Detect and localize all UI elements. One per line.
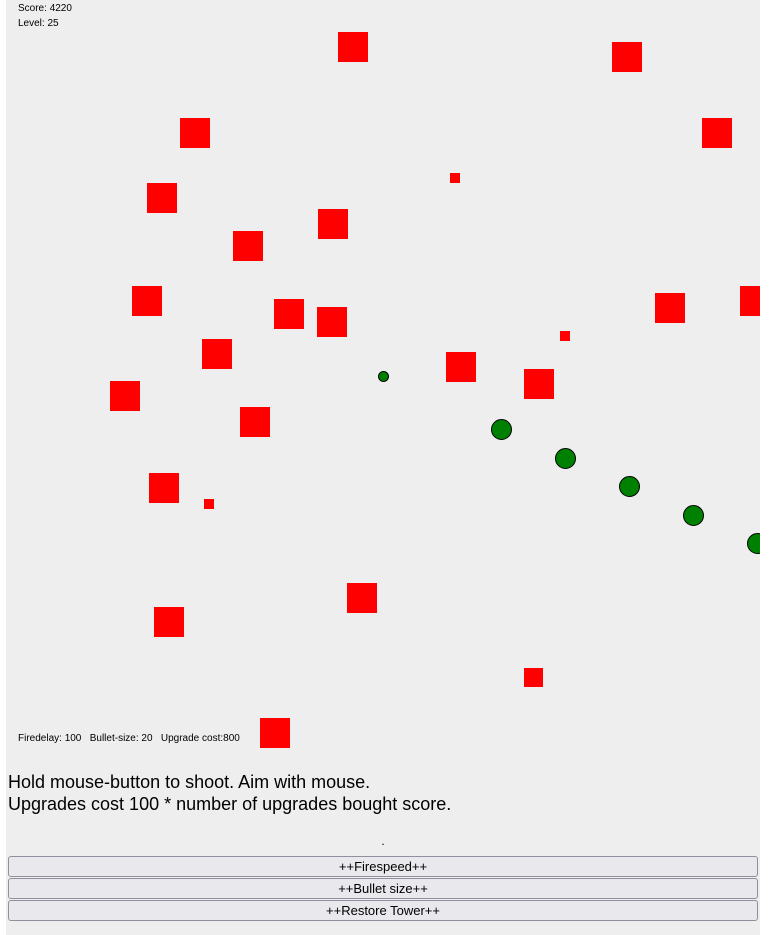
bullet [555,448,576,469]
score-value: 4220 [49,3,72,14]
enemy-square [260,718,290,748]
enemy-square [233,231,263,261]
enemy-square [450,173,460,183]
upgrade-cost-value: 800 [223,733,240,744]
enemy-square [154,607,184,637]
instructions-line-2: Upgrades cost 100 * number of upgrades b… [8,794,452,814]
bullet-size-upgrade-button[interactable]: ++Bullet size++ [8,878,758,899]
enemy-square [347,583,377,613]
enemy-square [149,473,179,503]
enemy-square [702,118,732,148]
firedelay-label: Firedelay: [18,733,62,744]
enemy-square [655,293,685,323]
enemy-square [180,118,210,148]
firespeed-upgrade-button[interactable]: ++Firespeed++ [8,856,758,877]
enemy-square [612,42,642,72]
level-readout: Level: 25 [18,18,59,29]
enemy-square [110,381,140,411]
game-canvas[interactable]: Score: 4220 Level: 25 Fi [6,0,760,752]
stats-readout: Firedelay: 100 Bullet-size: 20 Upgrade c… [18,733,240,744]
instructions: Hold mouse-button to shoot. Aim with mou… [8,771,451,815]
bullet [747,533,760,554]
enemy-square [240,407,270,437]
enemy-square [204,499,214,509]
game-page: Score: 4220 Level: 25 Fi [6,0,760,935]
enemy-square [560,331,570,341]
upgrade-cost-label: Upgrade cost: [160,733,224,744]
separator-dot: . [381,834,385,848]
enemy-square [740,286,760,316]
enemy-square [446,352,476,382]
enemy-square [202,339,232,369]
instructions-line-1: Hold mouse-button to shoot. Aim with mou… [8,772,371,792]
enemy-square [524,668,543,687]
enemy-square [524,369,554,399]
bullet [683,505,704,526]
score-label: Score: [18,3,47,14]
bullet [491,419,512,440]
level-label: Level: [18,18,45,29]
bullet-size-value: 20 [141,733,153,744]
bullet [378,371,389,382]
restore-tower-button[interactable]: ++Restore Tower++ [8,900,758,921]
enemy-square [318,209,348,239]
score-readout: Score: 4220 [18,3,72,14]
bullet [619,476,640,497]
firedelay-value: 100 [64,733,82,744]
level-value: 25 [47,18,59,29]
enemy-square [132,286,162,316]
enemy-square [274,299,304,329]
enemy-square [338,32,368,62]
enemy-square [147,183,177,213]
bullet-size-label: Bullet-size: [89,733,139,744]
enemy-square [317,307,347,337]
